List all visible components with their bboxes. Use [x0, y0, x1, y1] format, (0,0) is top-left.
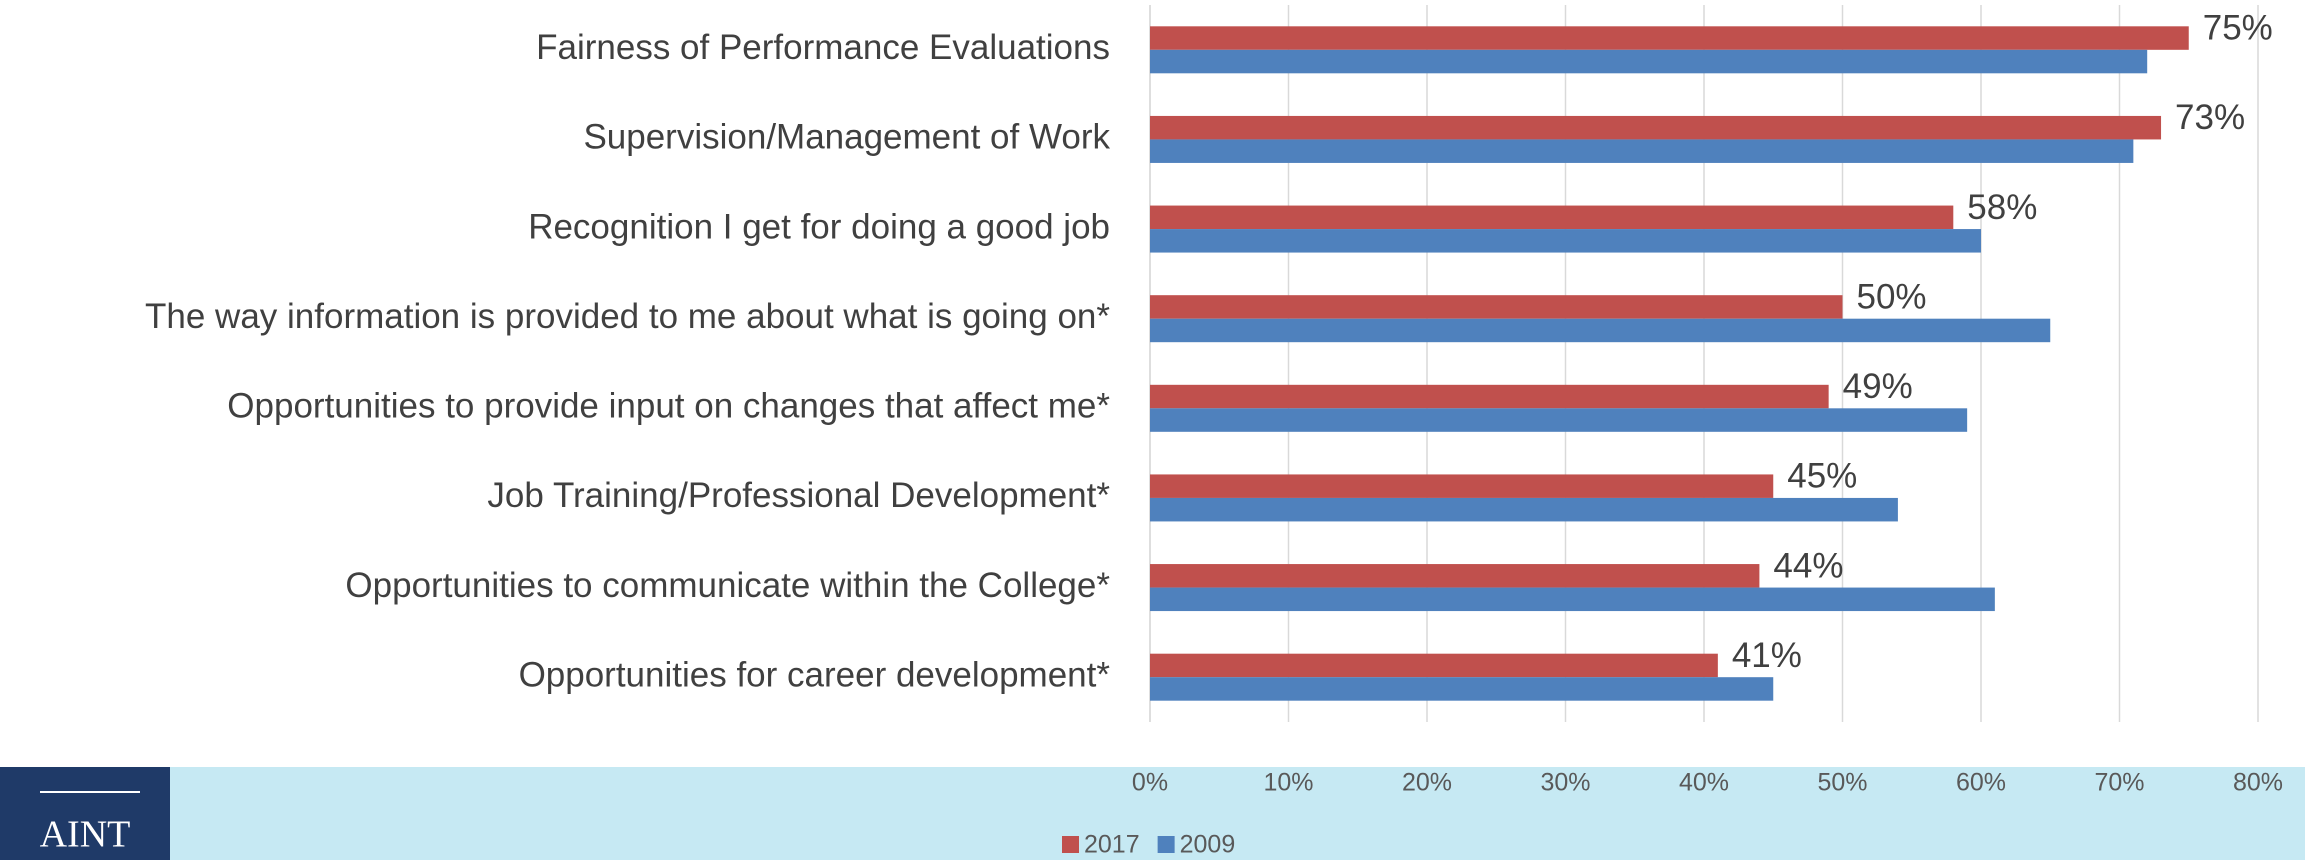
bar — [1150, 26, 2189, 50]
value-label: 58% — [1967, 188, 2037, 227]
bar — [1150, 677, 1774, 701]
value-label: 50% — [1857, 277, 1927, 316]
legend-label: 2017 — [1084, 831, 1140, 859]
legend-swatch — [1062, 836, 1079, 853]
category-label: The way information is provided to me ab… — [145, 297, 1110, 336]
bar — [1150, 497, 1898, 522]
value-label: 45% — [1787, 457, 1857, 496]
x-tick-label: 80% — [2233, 769, 2283, 797]
logo-text: AINT — [40, 814, 131, 856]
x-tick-label: 40% — [1679, 769, 1729, 797]
bar — [1150, 318, 2051, 343]
legend-label: 2009 — [1180, 831, 1236, 859]
bar — [1150, 229, 1981, 253]
x-tick-label: 60% — [1956, 769, 2006, 797]
category-label: Recognition I get for doing a good job — [528, 207, 1110, 246]
legend-swatch — [1157, 836, 1175, 853]
x-tick-label: 10% — [1263, 769, 1313, 797]
bar — [1150, 384, 1829, 409]
category-label: Opportunities for career development* — [519, 655, 1111, 694]
bar — [1150, 653, 1718, 678]
x-tick-label: 50% — [1817, 769, 1867, 797]
category-label: Job Training/Professional Development* — [487, 476, 1110, 515]
bar — [1150, 295, 1843, 319]
bar — [1150, 49, 2148, 74]
bar — [1150, 115, 2162, 140]
value-label: 41% — [1732, 636, 1802, 675]
bar — [1150, 205, 1954, 230]
x-tick-label: 30% — [1540, 769, 1590, 797]
x-tick-label: 70% — [2094, 769, 2144, 797]
category-label: Opportunities to provide input on change… — [227, 387, 1110, 426]
category-label: Opportunities to communicate within the … — [345, 566, 1110, 605]
value-label: 75% — [2203, 9, 2273, 48]
bar — [1150, 139, 2134, 163]
category-label: Fairness of Performance Evaluations — [536, 28, 1110, 67]
x-tick-label: 0% — [1132, 769, 1168, 797]
value-label: 49% — [1843, 367, 1913, 406]
bar — [1150, 564, 1760, 588]
footer-band — [0, 767, 2305, 860]
bar — [1150, 587, 1995, 612]
x-tick-label: 20% — [1402, 769, 1452, 797]
logo — [0, 767, 170, 860]
value-label: 44% — [1773, 546, 1843, 585]
bar — [1150, 408, 1968, 432]
category-label: Supervision/Management of Work — [583, 118, 1110, 157]
bar — [1150, 474, 1774, 498]
value-label: 73% — [2175, 98, 2245, 137]
